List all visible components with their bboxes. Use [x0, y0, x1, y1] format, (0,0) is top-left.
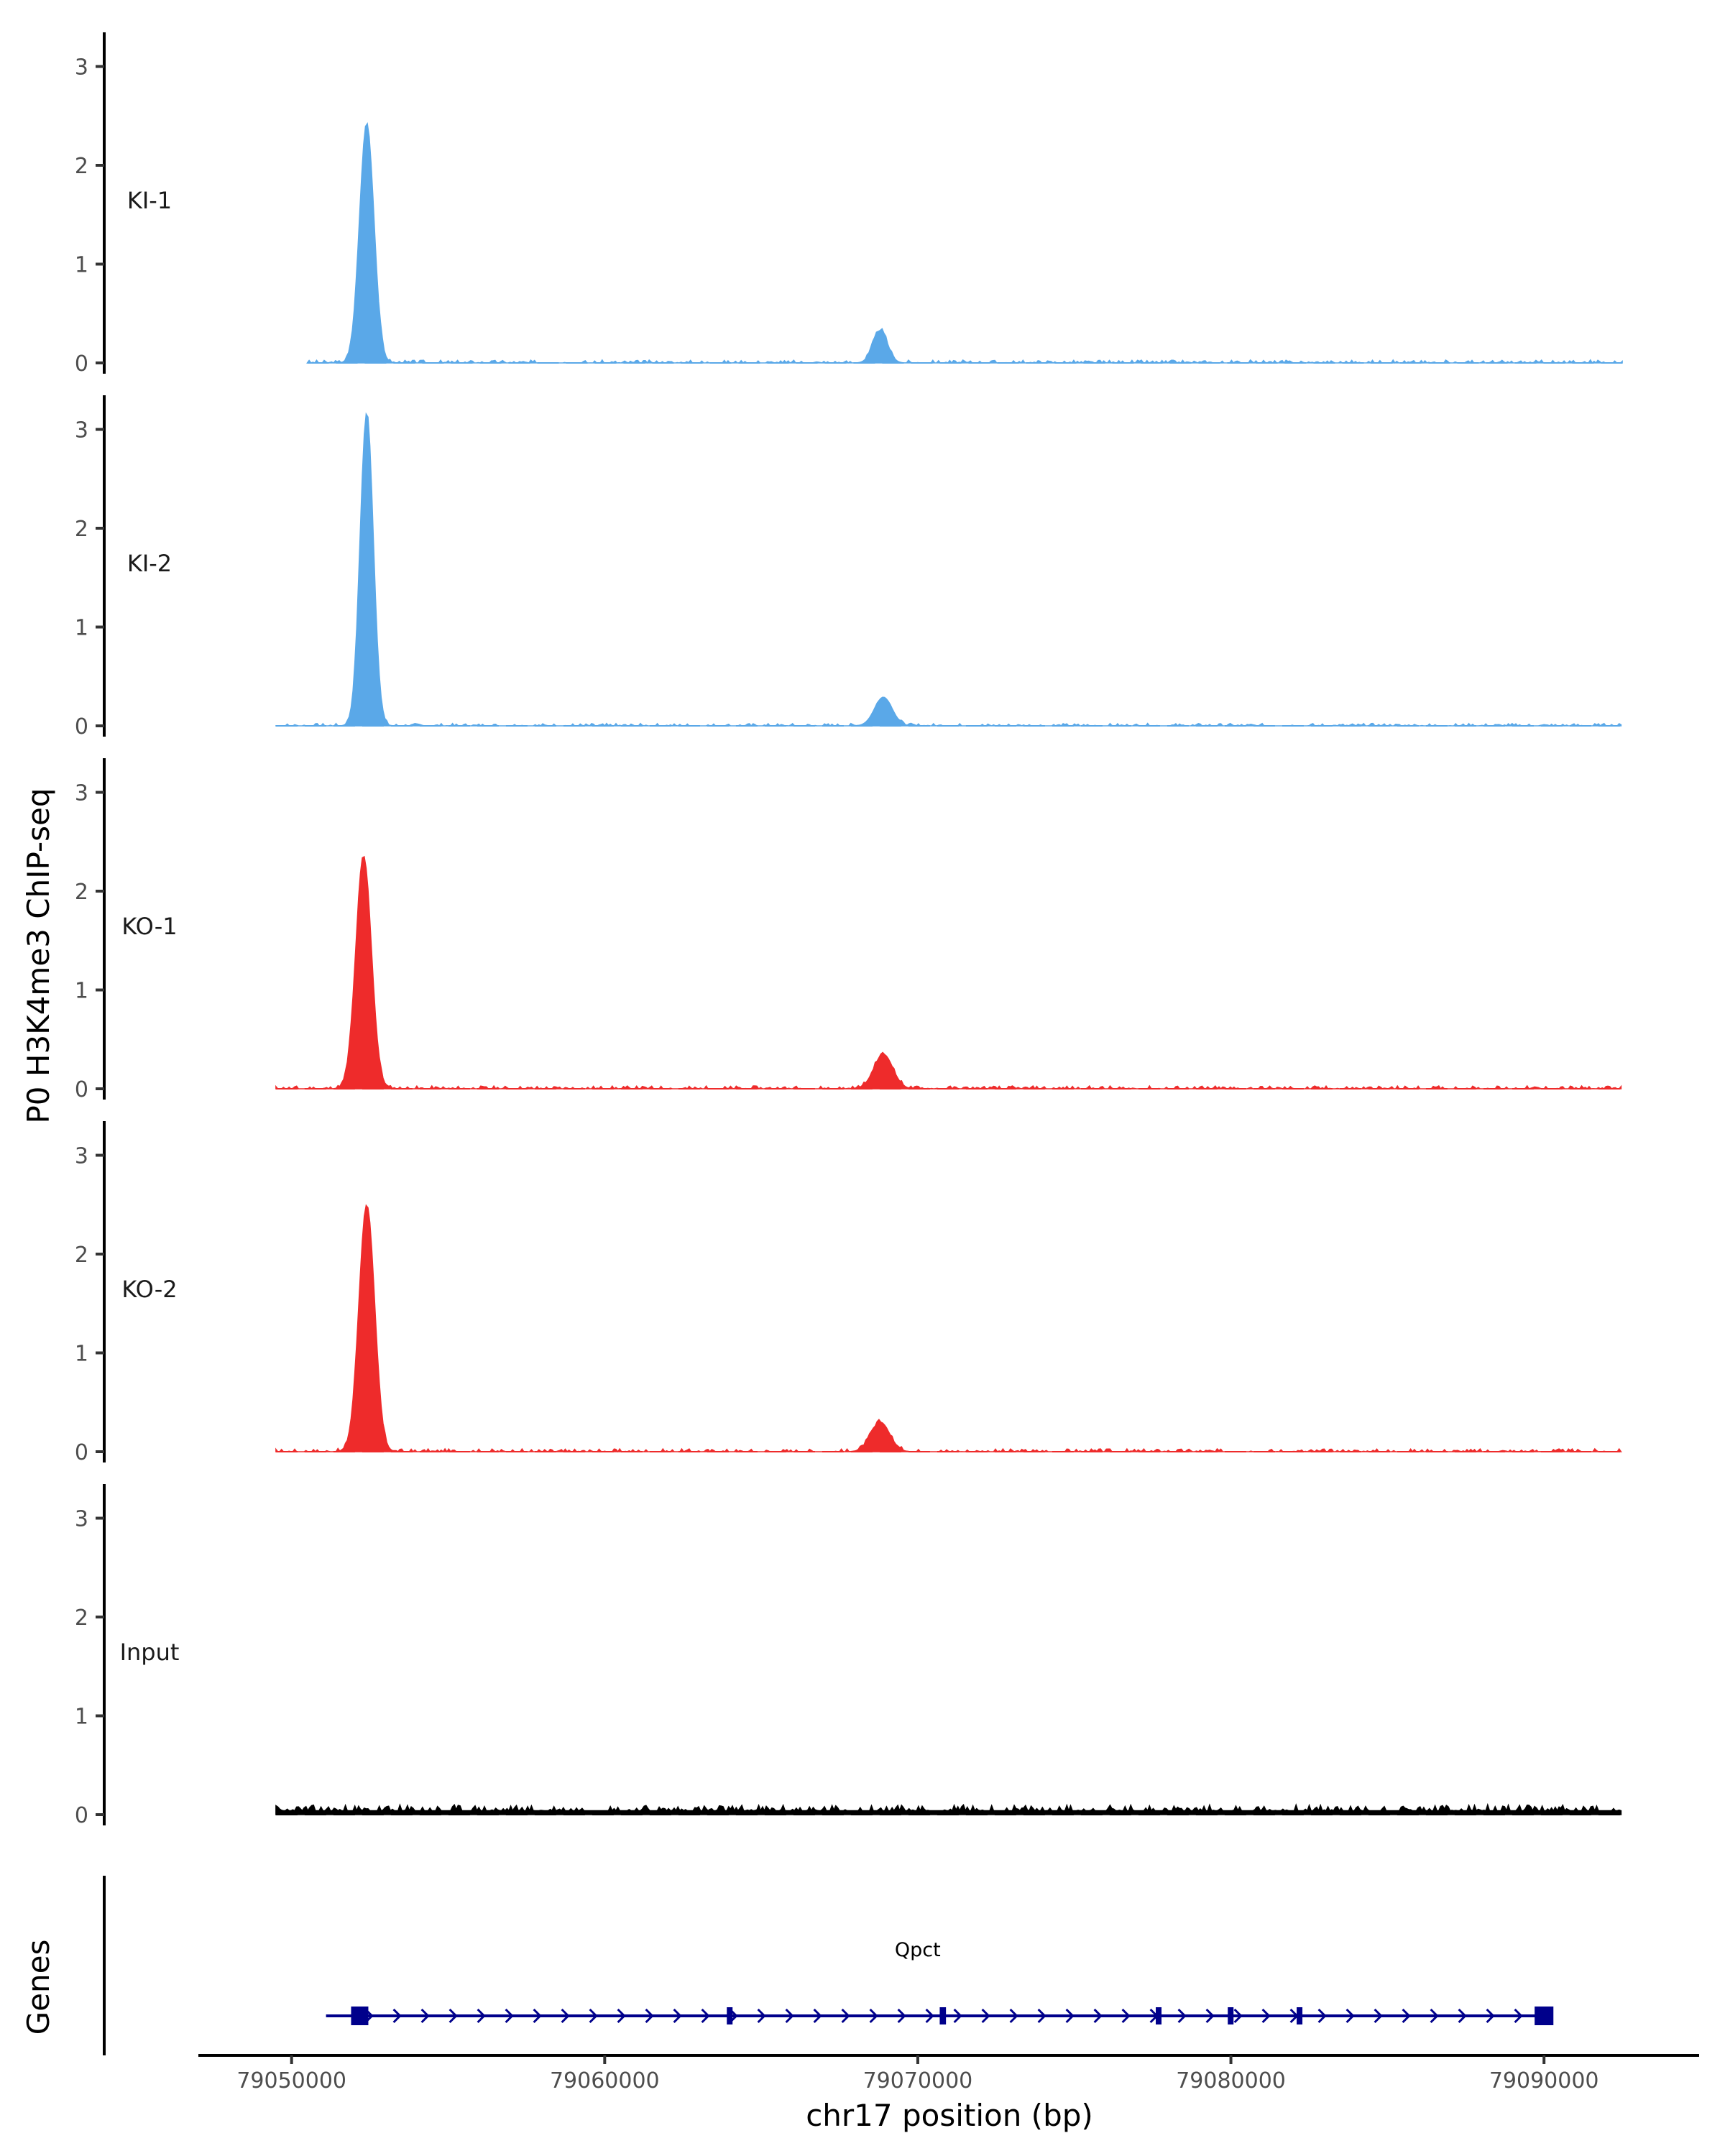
y-tick-label: 3 — [75, 1144, 88, 1169]
strand-arrow — [925, 2008, 934, 2024]
gene-exon — [1297, 2007, 1303, 2024]
strand-arrow — [1514, 2008, 1523, 2024]
strand-arrow — [1346, 2008, 1355, 2024]
track-input: 0 1 2 3 Input — [75, 1484, 1623, 1828]
strand-arrow — [477, 2008, 486, 2024]
strand-arrow — [1009, 2008, 1018, 2024]
strand-arrow — [1121, 2008, 1131, 2024]
gene-exon — [727, 2007, 733, 2024]
strand-arrow — [448, 2008, 458, 2024]
x-tick-label: 79070000 — [863, 2068, 973, 2093]
track-label: KO-1 — [121, 913, 177, 940]
gene-exon — [1535, 2007, 1554, 2025]
track-ko-1: 0 1 2 3 KO-1 — [75, 758, 1623, 1102]
x-tick-label: 79060000 — [550, 2068, 660, 2093]
strand-arrow — [1037, 2008, 1046, 2024]
strand-arrow — [785, 2008, 794, 2024]
y-axis-title: P0 H3K4me3 ChIP-seq — [21, 788, 56, 1123]
strand-arrow — [1486, 2008, 1495, 2024]
strand-arrow — [1233, 2008, 1243, 2024]
y-tick-label: 2 — [75, 880, 88, 905]
track-ki-1: 0 1 2 3 KI-1 — [75, 32, 1623, 377]
track-label: Input — [120, 1639, 180, 1666]
strand-arrow — [533, 2008, 542, 2024]
strand-arrow — [1177, 2008, 1187, 2024]
x-axis: 79050000 79060000 79070000 79080000 79090000 — [198, 2054, 1699, 2093]
coverage-tracks: 0 1 2 3 KI-1 0 1 2 3 KI-2 0 1 2 3 KO-1 0 1 2 3 KO-2 0 1 2 3 Inpu… — [75, 32, 1623, 1828]
strand-arrow — [1430, 2008, 1439, 2024]
strand-arrow — [841, 2008, 850, 2024]
x-tick-label: 79050000 — [236, 2068, 346, 2093]
gene-exon — [1228, 2007, 1234, 2024]
track-ki-2: 0 1 2 3 KI-2 — [75, 395, 1623, 740]
y-tick-label: 1 — [75, 616, 88, 641]
y-tick-label: 3 — [75, 1507, 88, 1532]
x-axis-title: chr17 position (bp) — [806, 2098, 1093, 2133]
gene-annotation-panel: Qpct — [103, 1876, 1554, 2055]
strand-arrow — [813, 2008, 822, 2024]
y-tick-label: 0 — [75, 1803, 88, 1828]
strand-arrow — [645, 2008, 654, 2024]
strand-arrow — [981, 2008, 990, 2024]
strand-arrow — [1205, 2008, 1215, 2024]
strand-arrow — [673, 2008, 682, 2024]
y-tick-label: 3 — [75, 55, 88, 80]
y-tick-label: 1 — [75, 253, 88, 278]
y-tick-label: 0 — [75, 1440, 88, 1465]
strand-arrow — [505, 2008, 514, 2024]
strand-arrow — [1093, 2008, 1103, 2024]
y-tick-label: 2 — [75, 517, 88, 542]
strand-arrow — [869, 2008, 878, 2024]
y-tick-label: 0 — [75, 714, 88, 740]
strand-arrow — [897, 2008, 906, 2024]
y-tick-label: 2 — [75, 1606, 88, 1631]
strand-arrow — [953, 2008, 962, 2024]
y-tick-label: 2 — [75, 1243, 88, 1268]
y-tick-label: 3 — [75, 781, 88, 806]
y-tick-label: 1 — [75, 1342, 88, 1367]
strand-arrow — [1065, 2008, 1075, 2024]
y-tick-label: 0 — [75, 1077, 88, 1102]
strand-arrow — [1458, 2008, 1467, 2024]
strand-arrow — [1317, 2008, 1327, 2024]
track-label: KO-2 — [121, 1276, 177, 1303]
strand-arrow — [617, 2008, 626, 2024]
coverage-area — [275, 1802, 1622, 1815]
y-tick-label: 3 — [75, 418, 88, 443]
gene-exon — [939, 2007, 947, 2024]
gene-name-label: Qpct — [895, 1939, 941, 1961]
genes-panel-title: Genes — [21, 1940, 56, 2035]
strand-arrow — [757, 2008, 766, 2024]
y-tick-label: 2 — [75, 154, 88, 179]
gene-exon — [1156, 2007, 1162, 2024]
strand-arrow — [1261, 2008, 1271, 2024]
strand-arrow — [589, 2008, 598, 2024]
strand-arrow — [1374, 2008, 1383, 2024]
x-tick-label: 79090000 — [1489, 2068, 1599, 2093]
strand-arrow — [420, 2008, 430, 2024]
track-ko-2: 0 1 2 3 KO-2 — [75, 1121, 1623, 1465]
y-tick-label: 0 — [75, 351, 88, 377]
strand-arrow — [701, 2008, 710, 2024]
track-label: KI-2 — [127, 550, 172, 577]
y-tick-label: 1 — [75, 1705, 88, 1730]
gene-exon — [351, 2007, 369, 2025]
x-tick-label: 79080000 — [1176, 2068, 1286, 2093]
track-label: KI-1 — [127, 187, 172, 214]
strand-arrow — [561, 2008, 570, 2024]
strand-arrow — [392, 2008, 402, 2024]
y-tick-label: 1 — [75, 979, 88, 1004]
strand-arrow — [1402, 2008, 1411, 2024]
